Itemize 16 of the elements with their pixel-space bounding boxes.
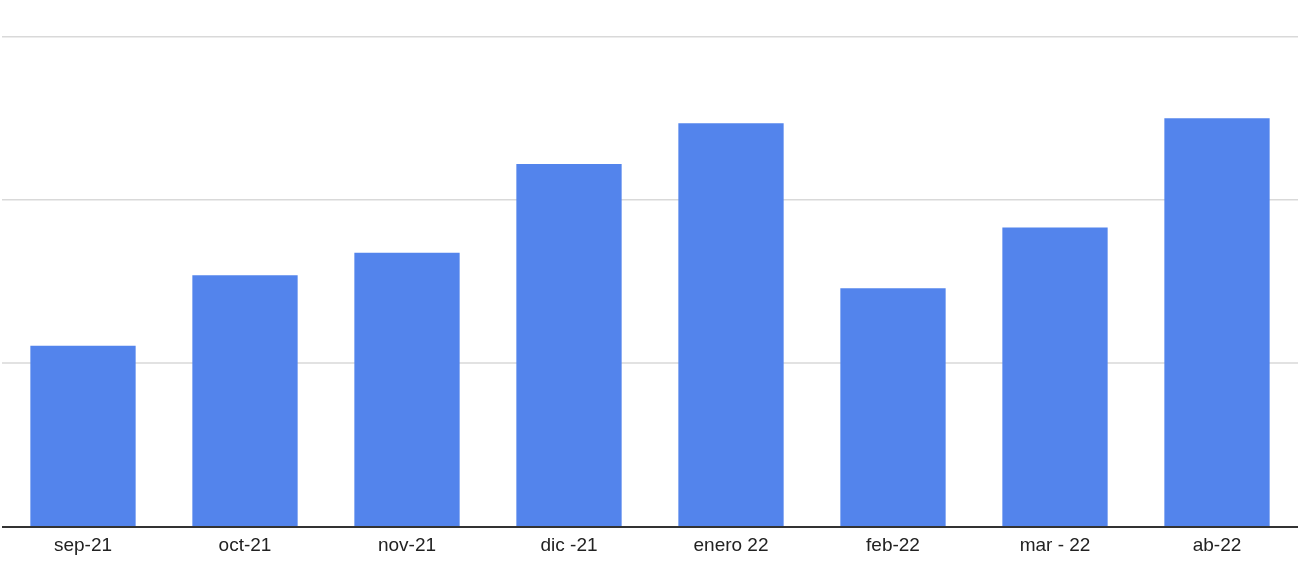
x-tick-label: feb-22 bbox=[866, 533, 920, 555]
bar bbox=[192, 275, 298, 526]
x-tick-label: mar - 22 bbox=[1019, 533, 1091, 555]
x-tick-label: oct-21 bbox=[218, 533, 272, 555]
bar bbox=[354, 252, 460, 526]
bar bbox=[1002, 227, 1108, 526]
x-tick-label: sep-21 bbox=[53, 533, 113, 555]
x-tick-label: nov-21 bbox=[377, 533, 437, 555]
x-tick-label: ab-22 bbox=[1192, 533, 1242, 555]
x-tick-label: dic -21 bbox=[540, 533, 598, 555]
x-tick-label: enero 22 bbox=[693, 533, 769, 555]
bar bbox=[1164, 118, 1270, 526]
bar bbox=[30, 345, 136, 526]
bar bbox=[516, 163, 622, 526]
bar bbox=[678, 123, 784, 526]
bar bbox=[840, 288, 946, 526]
